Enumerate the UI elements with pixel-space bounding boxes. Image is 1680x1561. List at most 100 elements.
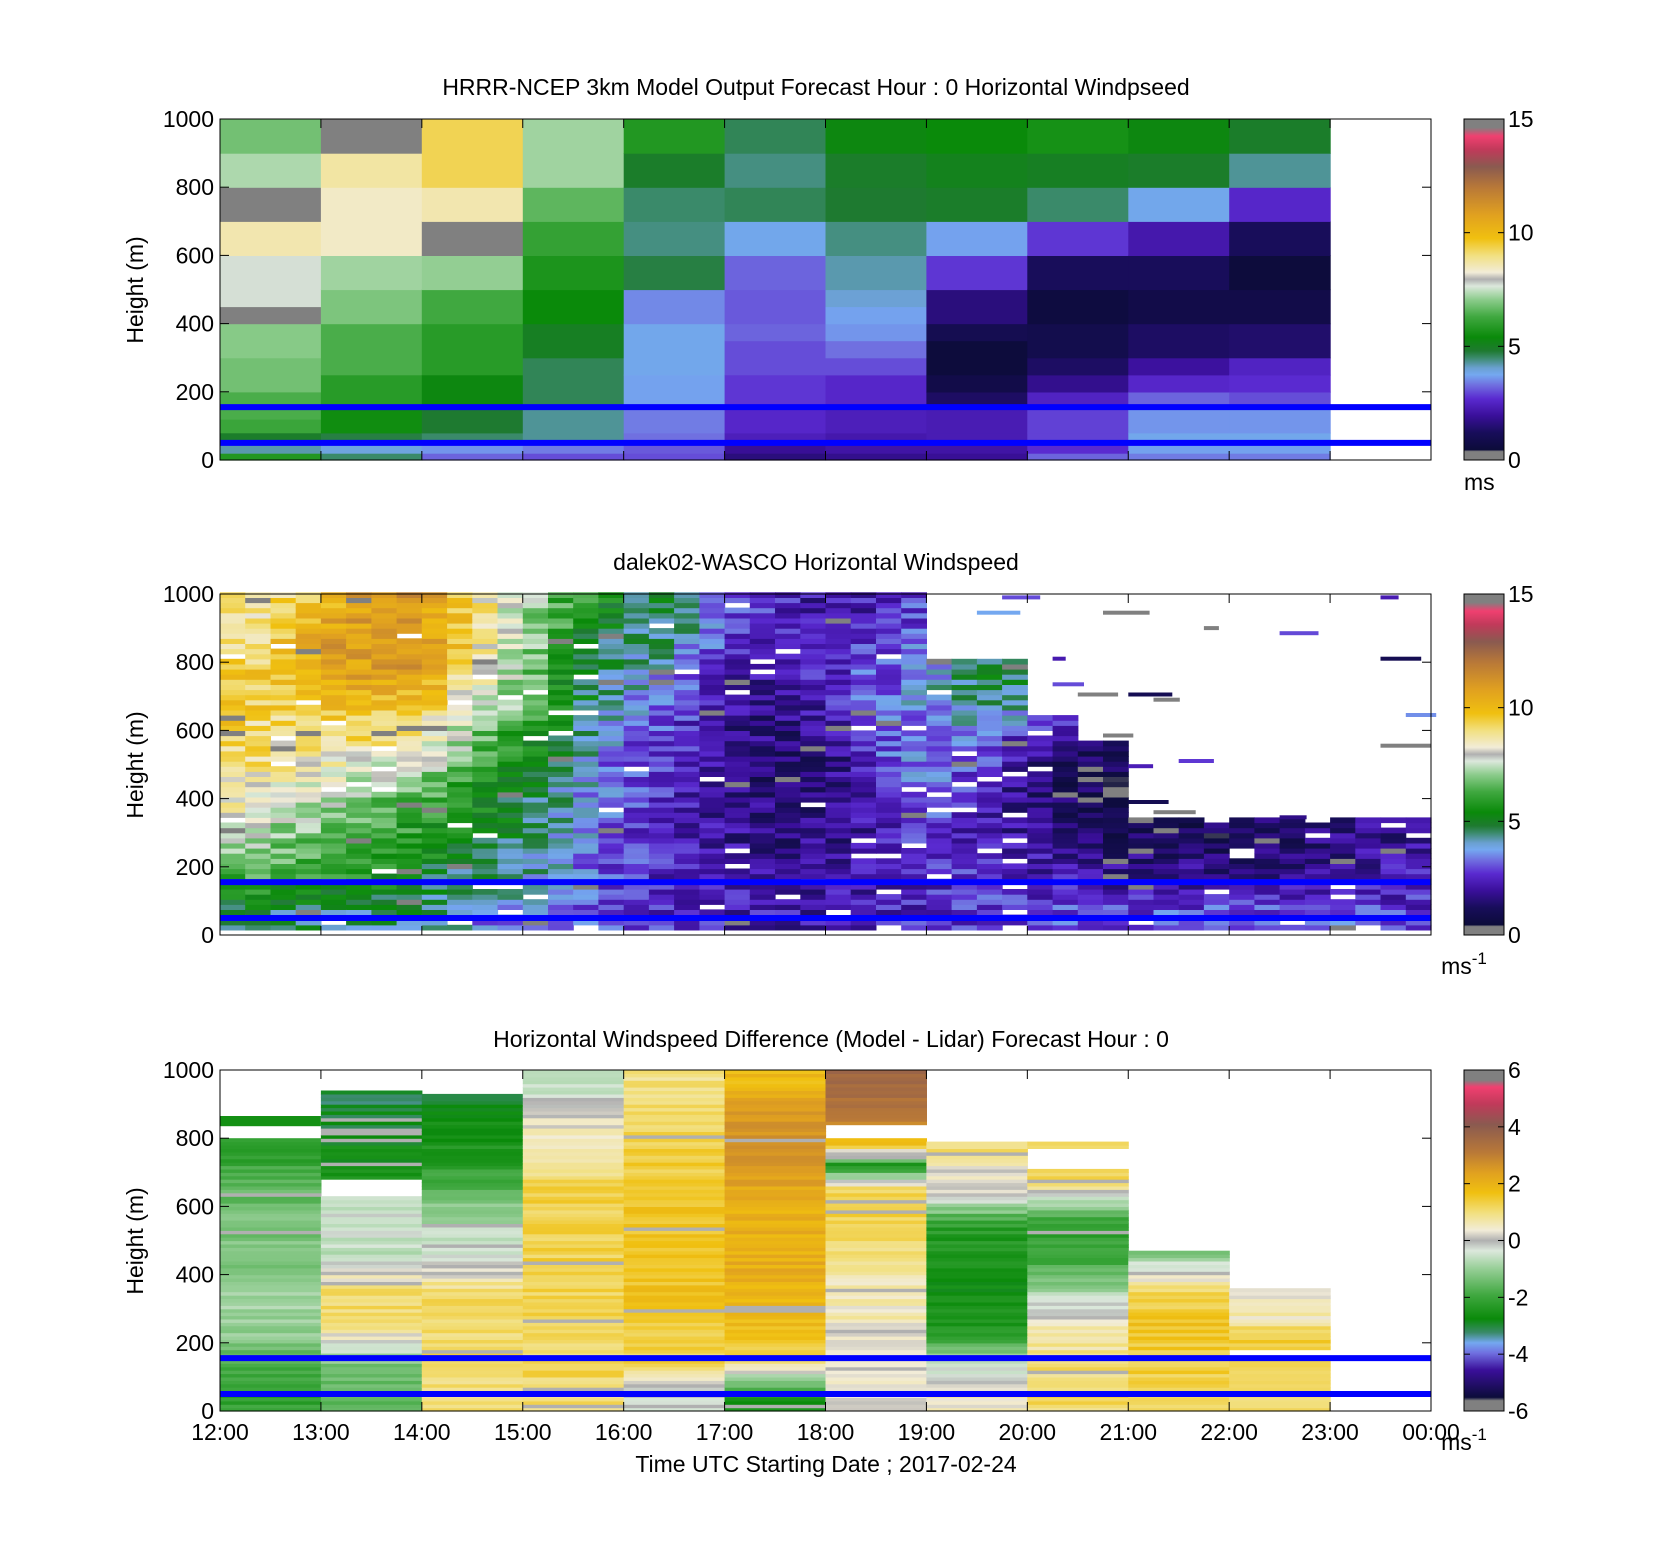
heatmap-cell [724, 1104, 827, 1109]
heatmap-cell [295, 771, 322, 777]
heatmap-cell [1178, 873, 1205, 880]
heatmap-cell [447, 771, 473, 777]
heatmap-cell [699, 674, 726, 680]
heatmap-cell [1027, 221, 1129, 256]
heatmap-cell [522, 1141, 625, 1146]
colorbar-tick-label: -4 [1508, 1341, 1529, 1367]
panel-model: HRRR-NCEP 3km Model Output Forecast Hour… [122, 74, 1534, 495]
heatmap-cell [724, 776, 751, 783]
heatmap-cell [396, 597, 423, 604]
heatmap-cell [926, 868, 953, 875]
heatmap-cell [1178, 889, 1205, 895]
heatmap-cell [220, 766, 246, 772]
heatmap-cell [850, 761, 877, 767]
heatmap-cell [598, 863, 625, 870]
heatmap-cell [825, 889, 852, 895]
heatmap-cell [270, 807, 297, 813]
heatmap-cell [674, 628, 700, 634]
heatmap-cell [472, 909, 499, 916]
heatmap-cell [1330, 853, 1356, 859]
heatmap-cell [522, 1124, 625, 1129]
heatmap-cell [270, 725, 297, 731]
heatmap-cell [421, 1240, 524, 1245]
heatmap-cell [396, 750, 423, 757]
heatmap-cell [548, 832, 574, 839]
heatmap-cell [926, 153, 1028, 188]
heatmap-cell [800, 694, 827, 701]
heatmap-cell [522, 807, 549, 813]
heatmap-cell [1355, 909, 1382, 916]
heatmap-cell [1178, 848, 1205, 854]
heatmap-cell [421, 1189, 524, 1194]
heatmap-cell [573, 735, 599, 742]
heatmap-cell [573, 617, 599, 624]
heatmap-cell [1128, 1380, 1230, 1385]
heatmap-cell [976, 674, 1003, 680]
heatmap-cell [699, 617, 726, 624]
heatmap-cell [522, 822, 549, 829]
heatmap-cell [825, 1155, 927, 1160]
heatmap-cell [1229, 255, 1331, 291]
heatmap-cell [623, 1121, 726, 1126]
heatmap-cell [775, 633, 801, 639]
heatmap-cell [1304, 909, 1331, 916]
heatmap-cell [724, 221, 827, 256]
heatmap-cell [573, 776, 599, 783]
heatmap-cell [472, 617, 499, 624]
heatmap-cell [623, 1363, 726, 1368]
heatmap-cell [800, 674, 827, 680]
heatmap-cell [220, 776, 246, 783]
heatmap-cell [724, 745, 751, 752]
heatmap-cell [522, 756, 549, 762]
heatmap-cell [371, 842, 398, 849]
heatmap-cell [1229, 408, 1331, 434]
heatmap-cell [724, 1117, 827, 1122]
heatmap-cell [876, 842, 902, 849]
heatmap-cell [775, 679, 801, 685]
heatmap-cell [724, 1325, 827, 1330]
heatmap-cell [346, 771, 372, 777]
heatmap-cell [522, 1315, 625, 1320]
heatmap-cell [548, 791, 574, 798]
heatmap-cell [220, 1397, 322, 1402]
heatmap-cell [648, 653, 675, 660]
heatmap-cell [850, 720, 877, 726]
heatmap-cell [346, 919, 372, 926]
heatmap-cell [825, 357, 927, 376]
heatmap-cell [699, 628, 726, 634]
heatmap-cell [876, 730, 902, 737]
heatmap-cell [926, 822, 953, 829]
heatmap-cell [775, 756, 801, 762]
heatmap-cell [522, 1199, 625, 1204]
heatmap-cell [447, 720, 473, 726]
heatmap-cell [1178, 822, 1205, 829]
heatmap-cell [1153, 842, 1180, 849]
heatmap-cell [396, 704, 423, 711]
heatmap-cell [825, 832, 852, 839]
heatmap-cell [1027, 735, 1054, 742]
heatmap-cell [1128, 924, 1155, 931]
heatmap-cell [623, 597, 650, 604]
heatmap-cell [1027, 1189, 1129, 1194]
heatmap-cell [371, 720, 398, 726]
heatmap-cell [1002, 889, 1028, 895]
heatmap-cell [901, 633, 927, 639]
heatmap-cell [1027, 357, 1129, 376]
heatmap-cell [1330, 858, 1356, 864]
heatmap-cell [220, 1247, 322, 1252]
heatmap-cell [497, 842, 524, 849]
heatmap-cell [749, 812, 776, 818]
heatmap-cell [951, 909, 978, 916]
heatmap-cell [1027, 1203, 1129, 1207]
heatmap-cell [371, 873, 398, 880]
y-tick-label: 400 [176, 786, 214, 812]
heatmap-cell [598, 623, 625, 629]
heatmap-cell [320, 597, 347, 604]
heatmap-cell [951, 858, 978, 864]
heatmap-cell [926, 1366, 1028, 1371]
heatmap-cell [573, 766, 599, 772]
heatmap-cell [1254, 827, 1281, 834]
heatmap-cell [522, 1080, 625, 1085]
heatmap-cell [1027, 904, 1054, 910]
heatmap-cell [371, 679, 398, 685]
